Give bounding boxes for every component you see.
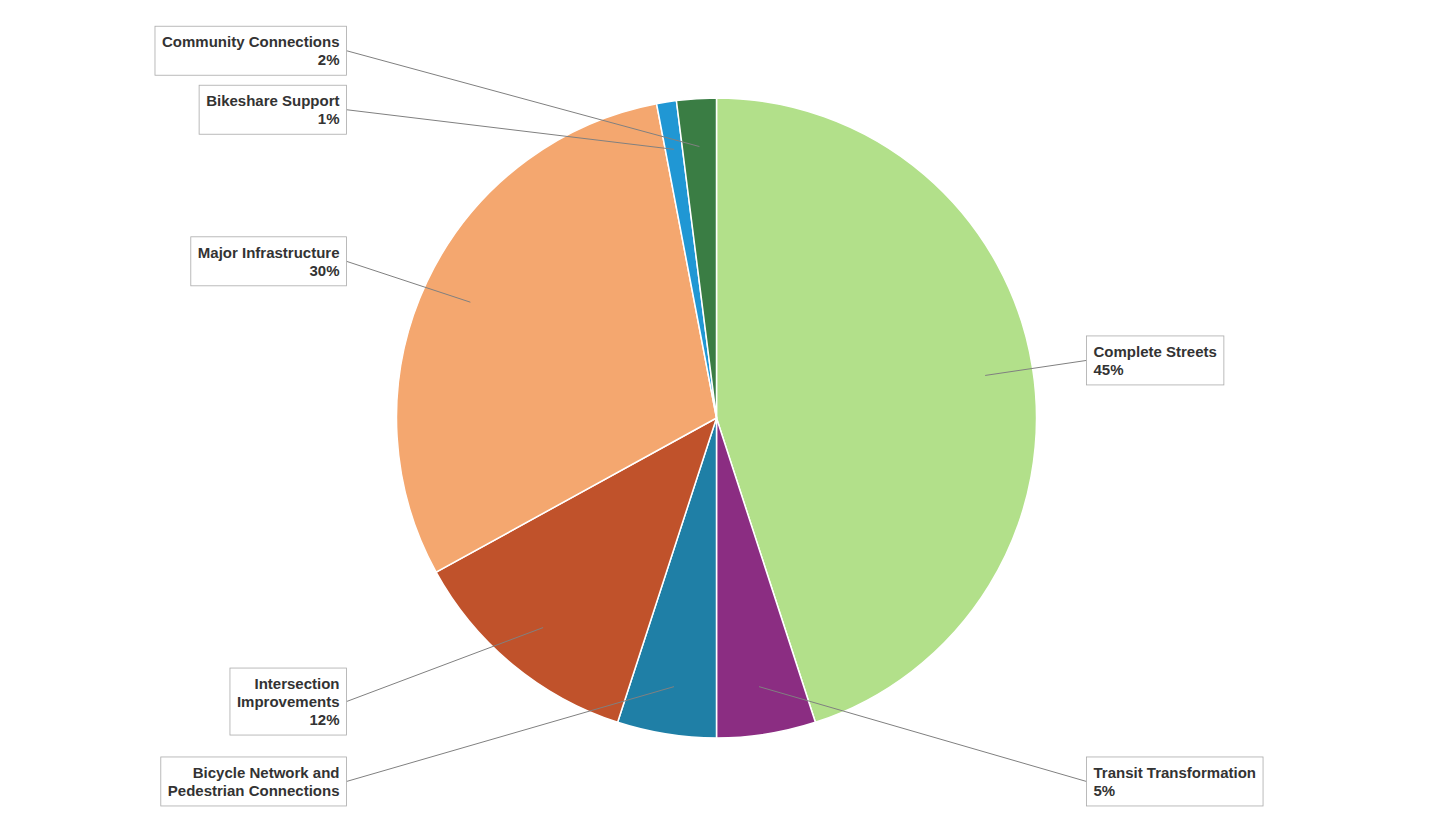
value-label: 45% <box>1094 361 1124 378</box>
label-text-group: Transit Transformation5% <box>1094 764 1257 799</box>
value-label: 2% <box>318 51 340 68</box>
label-box: Bikeshare Support1% <box>199 85 346 134</box>
slice-label-line: Complete Streets <box>1094 343 1217 360</box>
label-box: Major Infrastructure30% <box>191 237 347 286</box>
slice-label-line: Intersection <box>254 675 339 692</box>
label-box-frame <box>161 757 347 806</box>
pie-slice <box>397 104 717 572</box>
value-label: 5% <box>1094 782 1116 799</box>
label-box-frame <box>155 26 347 75</box>
leader-line <box>347 628 544 702</box>
label-box-frame <box>1087 336 1224 385</box>
slice-label-line: Pedestrian Connections <box>168 782 340 799</box>
slice-label-line: Bicycle Network and <box>193 764 340 781</box>
label-box-frame <box>230 668 347 735</box>
leader-line <box>347 261 471 302</box>
chart: Complete Streets45% Transit Transformatio… <box>0 0 1433 836</box>
label-text-group: Major Infrastructure30% <box>198 244 340 279</box>
slice-label: Community Connections <box>162 33 340 50</box>
label-text-group: Bikeshare Support1% <box>206 92 339 127</box>
label-box: IntersectionImprovements12% <box>230 668 347 735</box>
value-label: 30% <box>309 262 339 279</box>
label-box-frame <box>199 85 346 134</box>
leader-line <box>985 360 1086 375</box>
label-box: Bicycle Network andPedestrian Connection… <box>161 757 347 806</box>
pie-slice <box>717 418 816 738</box>
label-box-frame <box>1087 757 1264 806</box>
slice-label: IntersectionImprovements <box>237 675 340 710</box>
slice-label: Bicycle Network andPedestrian Connection… <box>168 764 340 799</box>
value-label: 12% <box>309 711 339 728</box>
slice-label: Major Infrastructure <box>198 244 340 261</box>
slice-label-line: Bikeshare Support <box>206 92 339 109</box>
label-text-group: Bicycle Network andPedestrian Connection… <box>168 764 340 799</box>
slice-label-line: Transit Transformation <box>1094 764 1257 781</box>
leader-line <box>759 687 1086 782</box>
leader-line <box>347 51 700 147</box>
label-text-group: Community Connections2% <box>162 33 340 68</box>
labels: Complete Streets45% Transit Transformatio… <box>155 26 1263 806</box>
slice-label-line: Improvements <box>237 693 340 710</box>
value-label: 1% <box>318 110 340 127</box>
label-box: Community Connections2% <box>155 26 347 75</box>
slice-label: Complete Streets <box>1094 343 1217 360</box>
label-box: Transit Transformation5% <box>1087 757 1264 806</box>
label-text-group: Complete Streets45% <box>1094 343 1217 378</box>
slice-label-line: Major Infrastructure <box>198 244 340 261</box>
label-box: Complete Streets45% <box>1087 336 1224 385</box>
leader-line <box>347 687 674 782</box>
label-text-group: IntersectionImprovements12% <box>237 675 340 728</box>
pie <box>397 98 1037 738</box>
slice-label: Bikeshare Support <box>206 92 339 109</box>
slice-label-line: Community Connections <box>162 33 340 50</box>
label-box-frame <box>191 237 347 286</box>
slice-label: Transit Transformation <box>1094 764 1257 781</box>
leader-line <box>347 110 674 150</box>
leader-lines <box>347 51 1087 782</box>
